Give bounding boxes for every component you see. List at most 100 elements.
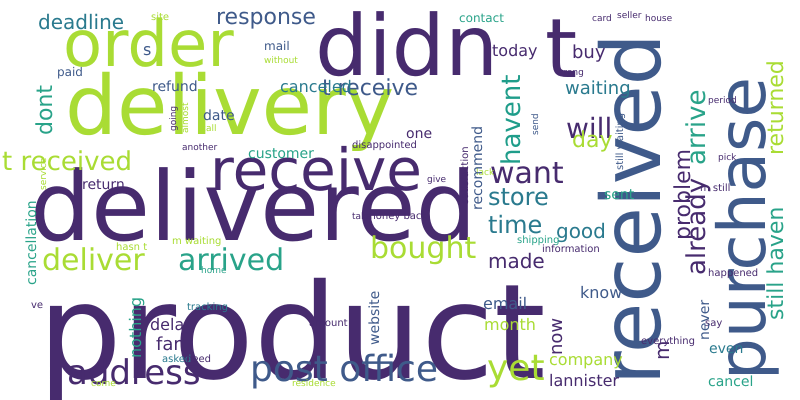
word-still-waiting-vertical: still waiting [615, 113, 626, 170]
word-m-vertical: m [650, 341, 674, 360]
word-one: one [406, 126, 432, 142]
word-waiting: waiting [565, 78, 631, 99]
word-now: know [580, 283, 622, 302]
word-shipping: shipping [517, 235, 560, 246]
word-month: month [484, 315, 536, 334]
word-wrong: wrong [556, 68, 584, 78]
word-store: store [488, 183, 549, 211]
word-time: time [488, 211, 542, 239]
word-arrived: arrived [178, 243, 284, 278]
word-house: house [645, 14, 673, 24]
word-made: made [488, 249, 545, 273]
word-customer: customer [248, 146, 314, 162]
word-going: call [201, 124, 216, 134]
word-email: email [483, 294, 527, 313]
word-product: product [38, 256, 546, 400]
word-date: date [203, 108, 235, 124]
word-amount: amount [309, 318, 348, 329]
word-ve: ve [31, 300, 43, 311]
word-money-back: money back [366, 211, 427, 222]
word-dont-vertical: dont [33, 85, 58, 135]
word-t-received: t received [2, 147, 132, 177]
word-card: card [592, 14, 612, 24]
word-t: t [545, 2, 577, 97]
word-another: another [182, 143, 217, 153]
word-will: will [566, 112, 612, 145]
word-lannister: lannister [549, 371, 619, 390]
word-bought: bought [370, 231, 476, 266]
word-want: want [490, 156, 564, 191]
word-recommend-vertical: recommend [470, 126, 486, 210]
word-buy: buy [572, 42, 606, 63]
word-good: good [556, 219, 606, 243]
word-s: s [143, 40, 151, 59]
word-send-vertical: send [531, 113, 541, 135]
word-refund: refund [152, 79, 198, 95]
word-m-still: m still [700, 183, 730, 194]
word-service-vertical: service [39, 157, 49, 190]
word-response: response [216, 5, 316, 30]
word-almost-vertical: almost [181, 102, 191, 133]
word-say: say [705, 318, 722, 329]
word-already-vertical: already [682, 178, 712, 275]
word-t-receive: t receive [322, 76, 418, 101]
word-lack: lack [476, 168, 495, 178]
word-delivery: delivery [65, 59, 394, 154]
word-cancellation-vertical: cancellation [24, 200, 40, 285]
word-residence: residence [292, 379, 336, 389]
word-cancel: cancel [708, 374, 753, 390]
word-far: far [156, 334, 181, 355]
word-day: day [572, 128, 612, 153]
word-sent: sent [604, 187, 635, 203]
word-delivered: delivered [30, 151, 477, 263]
word-canceled: canceled [280, 77, 352, 96]
word-give: give [427, 175, 447, 185]
word-purchase-vertical: purchase [704, 77, 781, 380]
word-need: need [186, 354, 211, 365]
word-arrive-vertical: arrive [682, 90, 712, 165]
word-take: take [352, 212, 372, 222]
word-website-vertical: website [367, 291, 383, 345]
word-returned-vertical: returned [764, 60, 789, 155]
word-havent-vertical: havent [497, 75, 527, 165]
word-deliver: deliver [42, 243, 145, 278]
word-delay: delay [150, 315, 194, 334]
word-everything: everything [641, 336, 695, 347]
word-even: even [709, 341, 743, 357]
word-satisfaction-vertical: satisfaction [460, 146, 471, 204]
word-hasnt: hasn t [116, 242, 147, 253]
word-contact: contact [459, 11, 504, 25]
word-company: company [549, 350, 623, 369]
word-m-waiting: m waiting [172, 236, 221, 247]
word-receive-big: receive [210, 136, 422, 204]
word-problem-vertical: problem [671, 149, 696, 240]
word-disappointed: disappointed [352, 140, 417, 151]
word-address: address [67, 353, 201, 393]
word-pick: pick [718, 153, 737, 163]
word-come: come [91, 379, 116, 389]
word-tracking: tracking [187, 302, 228, 313]
word-mail: mail [264, 39, 290, 53]
word-home: home [201, 266, 227, 276]
word-happened: happened [708, 268, 758, 279]
word-paid: paid [57, 65, 83, 79]
word-post-office: post office [250, 349, 438, 390]
word-still-haven-vertical: still haven [764, 207, 789, 320]
word-call-vertical: going [169, 106, 179, 131]
word-site: site [151, 12, 169, 23]
word-deadline: deadline [38, 10, 124, 34]
word-yet: yet [487, 348, 545, 389]
word-didnt: didn [315, 0, 498, 95]
word-seller: seller [617, 11, 642, 21]
word-nothing-vertical: nothing [126, 297, 145, 358]
word-without: without [264, 56, 298, 66]
word-asked: asked [162, 354, 191, 365]
word-period: period [708, 96, 737, 106]
word-know-vertical: now [546, 318, 567, 355]
word-order: order [63, 8, 234, 82]
word-never-vertical: never [697, 300, 713, 340]
word-today: today [492, 41, 538, 60]
